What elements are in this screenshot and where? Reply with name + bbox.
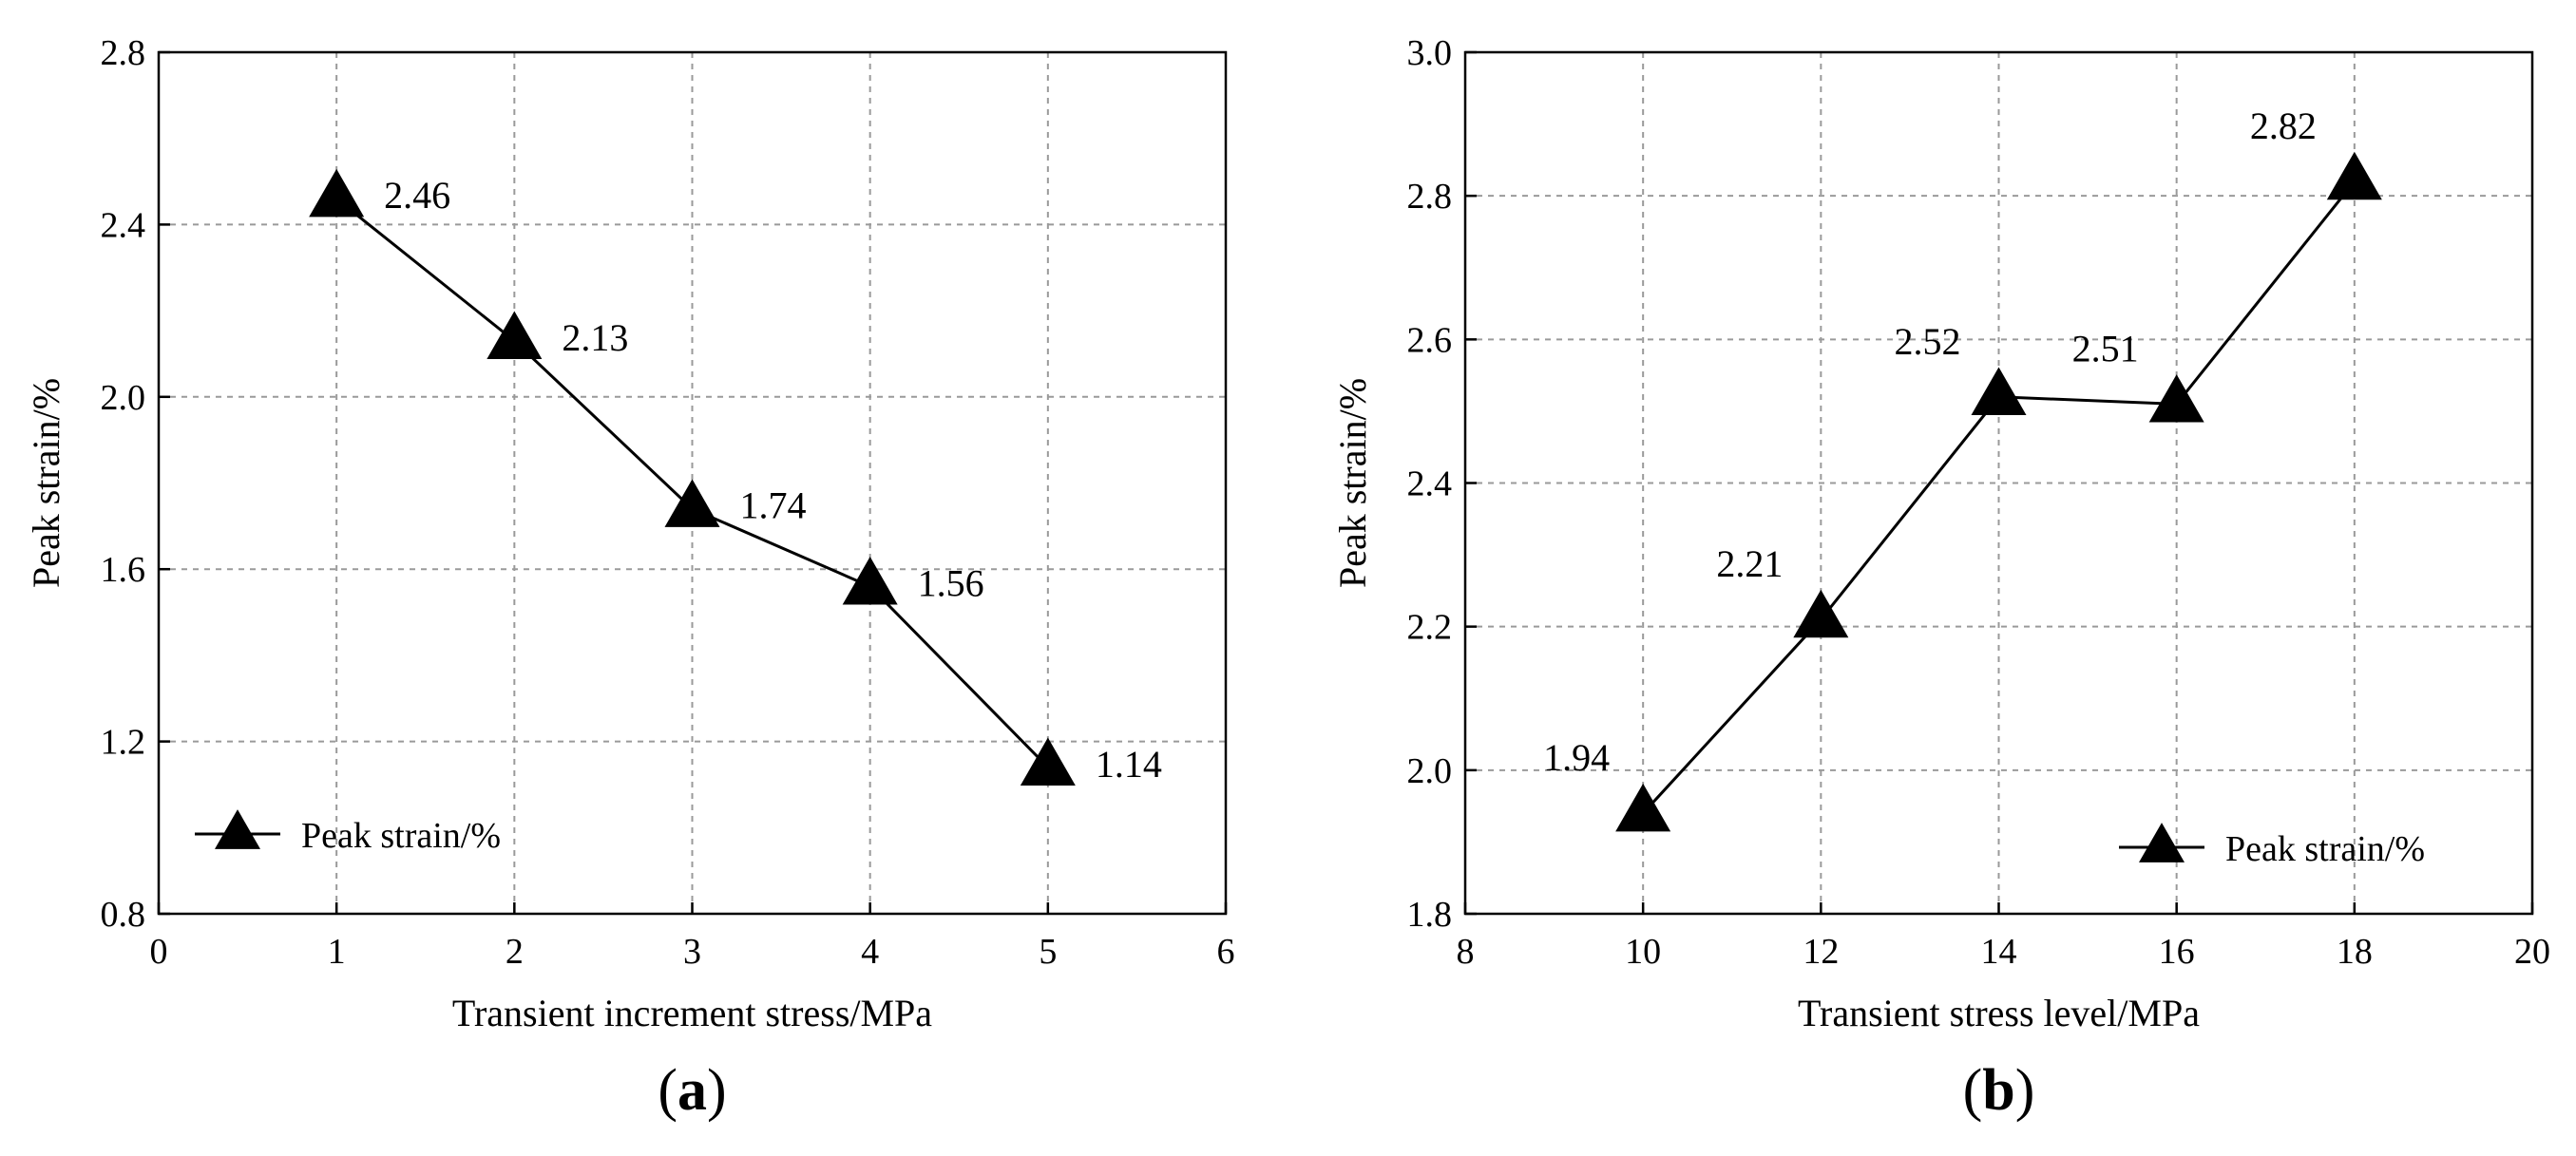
data-point-marker [664,479,720,527]
data-point-marker [2148,374,2204,423]
x-tick-label: 16 [2159,932,2195,972]
panel-label: (b) [1963,1058,2035,1123]
data-label: 2.51 [2072,327,2139,370]
x-tick-label: 20 [2514,932,2550,972]
data-label: 1.56 [918,561,984,604]
legend-marker [2139,823,2185,862]
panel-label-close-paren: ) [2015,1058,2035,1123]
x-tick-label: 2 [506,932,524,972]
legend: Peak strain/% [195,809,501,856]
x-tick-label: 4 [861,932,879,972]
x-tick-label: 5 [1039,932,1057,972]
data-point-marker [1793,589,1849,638]
y-tick-label: 1.8 [1407,895,1453,935]
x-tick-label: 6 [1217,932,1235,972]
y-tick-label: 2.8 [101,33,146,73]
data-point-marker [487,311,543,360]
data-point-marker [2326,151,2382,200]
data-point-marker [1020,737,1076,786]
x-tick-label: 0 [150,932,168,972]
y-tick-label: 2.8 [1407,177,1453,217]
data-point-marker [1971,367,2027,415]
x-tick-label: 12 [1803,932,1839,972]
x-tick-label: 3 [683,932,701,972]
data-label: 2.46 [384,174,450,217]
data-label: 1.14 [1096,743,1162,786]
x-tick-label: 1 [328,932,346,972]
panel-label-close-paren: ) [707,1058,727,1123]
x-axis-label: Transient increment stress/MPa [452,992,932,1034]
y-tick-label: 1.6 [101,550,146,590]
data-point-marker [309,168,365,218]
x-tick-label: 14 [1981,932,2017,972]
y-tick-label: 2.4 [1407,464,1453,504]
x-tick-label: 18 [2337,932,2373,972]
panel-label-letter: a [677,1058,707,1123]
x-axis-label: Transient stress level/MPa [1798,992,2200,1034]
x-tick-label: 10 [1625,932,1661,972]
panel-label-open-paren: ( [1963,1058,1983,1123]
y-tick-label: 2.2 [1407,608,1453,648]
y-tick-label: 3.0 [1407,33,1453,73]
y-tick-label: 2.0 [1407,751,1453,791]
panel-label-open-paren: ( [658,1058,677,1123]
legend: Peak strain/% [2119,823,2425,869]
y-tick-label: 0.8 [101,895,146,935]
data-label: 2.21 [1716,542,1783,585]
plot-frame [157,50,1228,916]
data-label: 1.94 [1543,736,1610,779]
data-label: 2.52 [1895,320,1961,363]
y-tick-label: 2.0 [101,378,146,418]
legend-marker [215,809,260,849]
data-point-marker [1615,783,1671,832]
y-tick-label: 2.4 [101,205,146,245]
data-label: 2.13 [562,316,628,359]
x-tick-label: 8 [1457,932,1475,972]
panel-label-letter: b [1982,1058,2014,1123]
legend-label: Peak strain/% [301,816,501,856]
panel-label: (a) [658,1058,726,1123]
chart-panel-a: 0 1 2 3 4 5 6 0.8 1.2 1.6 2.0 2.4 2.8 Transient incre… [25,33,1235,1123]
y-axis-label: Peak strain/% [1331,378,1374,588]
chart-panel-b: 8 10 12 14 16 18 20 1.8 2.0 2.2 2.4 2.6 2.8 3.0 Transi… [1331,33,2550,1123]
data-point-marker [842,557,898,605]
data-label: 2.82 [2250,104,2317,147]
y-tick-label: 1.2 [101,723,146,763]
y-axis-label: Peak strain/% [25,378,67,588]
legend-label: Peak strain/% [2225,829,2425,869]
plot-frame [1463,50,2534,916]
y-tick-label: 2.6 [1407,320,1453,360]
data-label: 1.74 [740,484,807,527]
